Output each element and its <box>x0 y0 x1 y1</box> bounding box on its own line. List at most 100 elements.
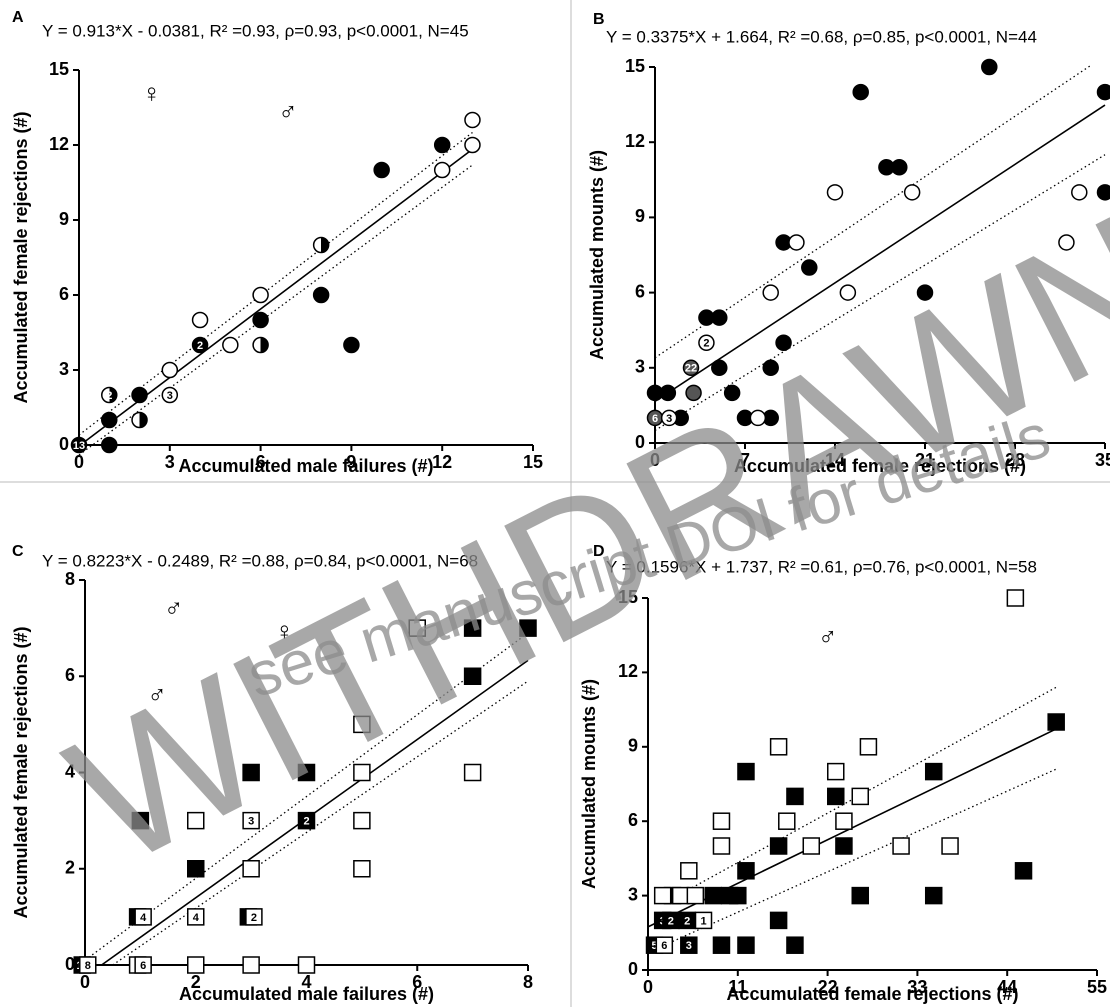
point-label: 8 <box>85 960 91 972</box>
point <box>711 309 728 326</box>
point-label: 4 <box>140 912 147 924</box>
point <box>680 936 698 954</box>
point <box>737 762 755 781</box>
x-tick-label: 2 <box>191 972 201 992</box>
point-label: 6 <box>140 960 146 972</box>
point <box>79 956 97 974</box>
point <box>297 763 316 782</box>
point-label: 1 <box>700 915 706 927</box>
point <box>660 409 678 427</box>
point <box>851 886 870 905</box>
y-tick-label: 9 <box>635 206 645 226</box>
point-label: 4 <box>193 912 200 924</box>
fit-line <box>84 632 529 961</box>
point <box>769 738 788 756</box>
y-tick-label: 12 <box>625 131 645 151</box>
point <box>712 837 731 855</box>
point <box>353 763 371 782</box>
point <box>433 161 451 179</box>
y-tick-label: 8 <box>65 569 75 589</box>
chart-title: Y = 0.1596*X + 1.737, R² =0.61, ρ=0.76, … <box>606 557 1037 576</box>
point <box>101 436 118 454</box>
chart-title: Y = 0.8223*X - 0.2489, R² =0.88, ρ=0.84,… <box>42 551 478 570</box>
point <box>712 812 731 830</box>
point <box>1047 713 1065 731</box>
x-tick-label: 55 <box>1087 977 1107 997</box>
y-axis-label: Accumulated female rejections (#) <box>11 111 31 403</box>
x-tick-label: 0 <box>643 977 653 997</box>
point <box>161 361 179 379</box>
point <box>131 411 148 429</box>
x-tick-label: 11 <box>728 977 747 997</box>
x-tick-label: 0 <box>80 972 90 992</box>
point-label: 3 <box>248 816 254 828</box>
x-tick-label: 35 <box>1095 450 1110 470</box>
point <box>835 812 853 830</box>
point <box>852 83 869 101</box>
point <box>1006 589 1025 607</box>
point <box>762 359 779 377</box>
x-tick-label: 14 <box>825 450 845 470</box>
point <box>892 837 910 855</box>
y-tick-label: 3 <box>59 359 69 379</box>
point <box>463 619 482 637</box>
point <box>187 860 205 878</box>
point-label: 3 <box>167 390 173 402</box>
point <box>778 812 796 830</box>
y-tick-label: 12 <box>618 661 638 681</box>
point <box>769 911 788 930</box>
x-tick-label: 33 <box>907 977 927 997</box>
y-tick-label: 9 <box>59 209 69 229</box>
point <box>252 311 269 329</box>
x-tick-label: 15 <box>523 452 543 472</box>
point <box>851 787 870 806</box>
point <box>788 234 805 251</box>
x-tick-label: 21 <box>915 450 935 470</box>
point <box>786 936 804 954</box>
panel-letter: C <box>12 543 24 560</box>
y-axis-label: Accumulated mounts (#) <box>587 150 607 360</box>
point <box>312 236 330 254</box>
point <box>464 111 481 129</box>
point <box>187 908 205 926</box>
x-tick-label: 7 <box>740 450 750 470</box>
point <box>433 136 451 154</box>
point <box>242 811 260 830</box>
chart-title: Y = 0.3375*X + 1.664, R² =0.68, ρ=0.85, … <box>606 27 1037 46</box>
y-tick-label: 6 <box>65 665 75 685</box>
sex-symbol: ♀ <box>275 616 295 646</box>
point <box>916 284 934 301</box>
point <box>1014 862 1033 880</box>
panel-letter: A <box>12 9 24 26</box>
y-tick-label: 0 <box>628 959 638 979</box>
y-tick-label: 0 <box>635 432 645 452</box>
point <box>769 837 788 855</box>
point <box>775 334 792 351</box>
point <box>737 862 755 880</box>
point <box>242 860 260 878</box>
point-label: 2 <box>106 390 112 402</box>
point <box>353 715 371 734</box>
point <box>723 384 741 402</box>
point <box>1096 184 1110 201</box>
point <box>786 787 804 806</box>
x-tick-label: 4 <box>301 972 311 992</box>
watermark-text: WITHDRAWN <box>40 174 1110 906</box>
point <box>802 837 821 855</box>
point <box>686 886 705 905</box>
point <box>463 667 482 685</box>
point <box>297 956 316 974</box>
x-tick-label: 12 <box>432 452 452 472</box>
point <box>134 956 152 974</box>
point <box>737 936 755 954</box>
point <box>131 386 148 404</box>
point <box>245 908 263 926</box>
point <box>859 738 878 756</box>
fit-line <box>78 164 473 456</box>
point <box>1071 184 1088 201</box>
x-tick-label: 3 <box>165 452 175 472</box>
point <box>801 259 818 276</box>
point <box>671 886 690 905</box>
y-axis-label: Accumulated female rejections (#) <box>11 626 31 918</box>
point <box>373 161 390 179</box>
